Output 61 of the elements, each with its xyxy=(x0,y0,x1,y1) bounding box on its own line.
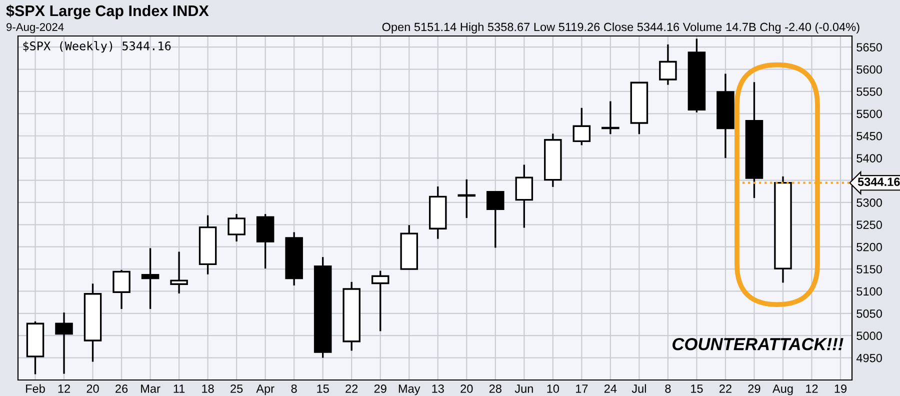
y-tick-label: 5250 xyxy=(856,220,882,230)
x-tick-label: 17 xyxy=(576,384,588,393)
x-tick-label: 29 xyxy=(374,384,386,393)
y-tick-label: 5450 xyxy=(856,132,882,140)
candlestick xyxy=(602,100,620,135)
chart-subtitle: 9-Aug-2024 xyxy=(6,23,64,34)
x-tick-label: 15 xyxy=(691,384,703,393)
x-tick-label: 22 xyxy=(346,384,358,393)
x-tick-label: 20 xyxy=(460,384,473,393)
annotation: COUNTERATTACK!!! xyxy=(672,338,844,350)
candlestick xyxy=(515,164,534,229)
x-tick-label: 18 xyxy=(202,384,214,393)
x-tick-label: 12 xyxy=(806,384,818,393)
candlestick xyxy=(112,269,130,310)
x-tick-label: Apr xyxy=(256,384,274,396)
x-tick-label: Jun xyxy=(514,384,533,393)
candlestick xyxy=(572,107,591,146)
x-tick-label: 24 xyxy=(604,384,617,393)
x-tick-label: 26 xyxy=(116,384,128,393)
x-tick-label: Feb xyxy=(26,384,45,393)
y-tick-label: 5400 xyxy=(856,154,882,162)
y-tick-label: 5150 xyxy=(856,265,882,274)
x-tick-label: 10 xyxy=(547,384,560,393)
y-tick-label: 5550 xyxy=(856,88,882,96)
x-tick-label: 13 xyxy=(432,384,444,393)
x-tick-label: 11 xyxy=(174,384,185,393)
annotation: $SPX (Weekly) 5344.16 xyxy=(23,41,171,53)
candlestick xyxy=(170,250,188,294)
candlestick xyxy=(659,44,677,86)
x-tick-label: 29 xyxy=(748,384,760,393)
candlestick xyxy=(486,190,504,249)
x-tick-label: 25 xyxy=(230,384,243,393)
x-tick-label: 22 xyxy=(719,384,732,393)
y-tick-label: 5600 xyxy=(856,65,882,74)
y-tick-label: 5300 xyxy=(856,198,882,207)
x-tick-label: 12 xyxy=(58,384,70,393)
x-tick-label: 28 xyxy=(489,384,502,393)
y-tick-label: 5500 xyxy=(856,110,882,118)
x-tick-label: Mar xyxy=(141,384,160,393)
y-tick-label: 5000 xyxy=(856,332,882,340)
x-tick-label: 8 xyxy=(291,384,297,393)
x-tick-label: 19 xyxy=(834,384,847,393)
candlestick xyxy=(458,178,476,219)
chart-title: $SPX Large Cap Index INDX xyxy=(6,4,209,20)
y-tick-label: 5650 xyxy=(856,43,882,52)
y-tick-label: 5200 xyxy=(856,242,882,252)
text: Open 5151.14 High 5358.67 Low 5119.26 Close 5344.16 Volume 14.7B Chg -2.40 (-0.04%) xyxy=(382,22,860,34)
x-tick-label: 8 xyxy=(665,384,671,393)
candlestick xyxy=(55,312,73,375)
y-tick-label: 5100 xyxy=(856,287,882,296)
x-tick-label: Jul xyxy=(632,384,646,393)
candlestick xyxy=(228,213,246,242)
x-tick-label: 20 xyxy=(86,384,99,393)
candlestick xyxy=(371,270,390,332)
ref-line-label: 5344.16 xyxy=(858,178,900,186)
x-tick-label: May xyxy=(398,384,420,396)
candlestick xyxy=(141,247,160,310)
y-tick-label: 4950 xyxy=(856,354,882,362)
x-tick-label: 15 xyxy=(317,384,329,393)
y-tick-label: 5050 xyxy=(856,309,882,318)
x-tick-label: Aug xyxy=(772,384,793,396)
